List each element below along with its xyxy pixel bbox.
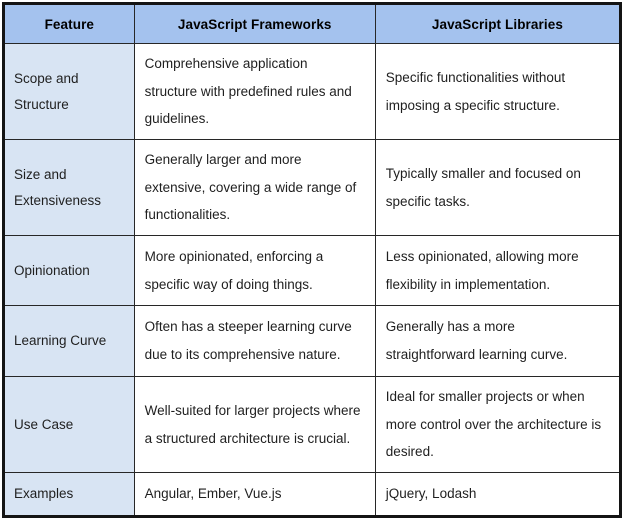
frameworks-cell: Well-suited for larger projects where a … [133,376,376,474]
header-row: Feature JavaScript Frameworks JavaScript… [3,3,622,44]
column-header-frameworks: JavaScript Frameworks [133,3,376,44]
libraries-cell: Ideal for smaller projects or when more … [374,376,622,474]
feature-cell: Scope and Structure [3,42,135,141]
column-header-libraries: JavaScript Libraries [374,3,622,44]
libraries-cell: Typically smaller and focused on specifi… [374,139,622,237]
frameworks-cell: Generally larger and more extensive, cov… [133,139,376,237]
frameworks-cell: Comprehensive application structure with… [133,42,376,141]
libraries-cell: Specific functionalities without imposin… [374,42,622,141]
table-row-scope-and-structure: Scope and Structure Comprehensive applic… [3,42,622,141]
feature-cell: Examples [3,472,135,518]
table-row-use-case: Use Case Well-suited for larger projects… [3,376,622,474]
frameworks-cell: More opinionated, enforcing a specific w… [133,235,376,307]
table-row-size-and-extensiveness: Size and Extensiveness Generally larger … [3,139,622,237]
table-row-examples: Examples Angular, Ember, Vue.js jQuery, … [3,472,622,518]
frameworks-cell: Often has a steeper learning curve due t… [133,305,376,378]
feature-cell: Opinionation [3,235,135,307]
libraries-cell: jQuery, Lodash [374,472,622,518]
table-row-opinionation: Opinionation More opinionated, enforcing… [3,235,622,307]
feature-cell: Use Case [3,376,135,474]
feature-cell: Learning Curve [3,305,135,378]
table-row-learning-curve: Learning Curve Often has a steeper learn… [3,305,622,378]
frameworks-cell: Angular, Ember, Vue.js [133,472,376,518]
libraries-cell: Less opinionated, allowing more flexibil… [374,235,622,307]
feature-cell: Size and Extensiveness [3,139,135,237]
column-header-feature: Feature [3,3,135,44]
libraries-cell: Generally has a more straightforward lea… [374,305,622,378]
